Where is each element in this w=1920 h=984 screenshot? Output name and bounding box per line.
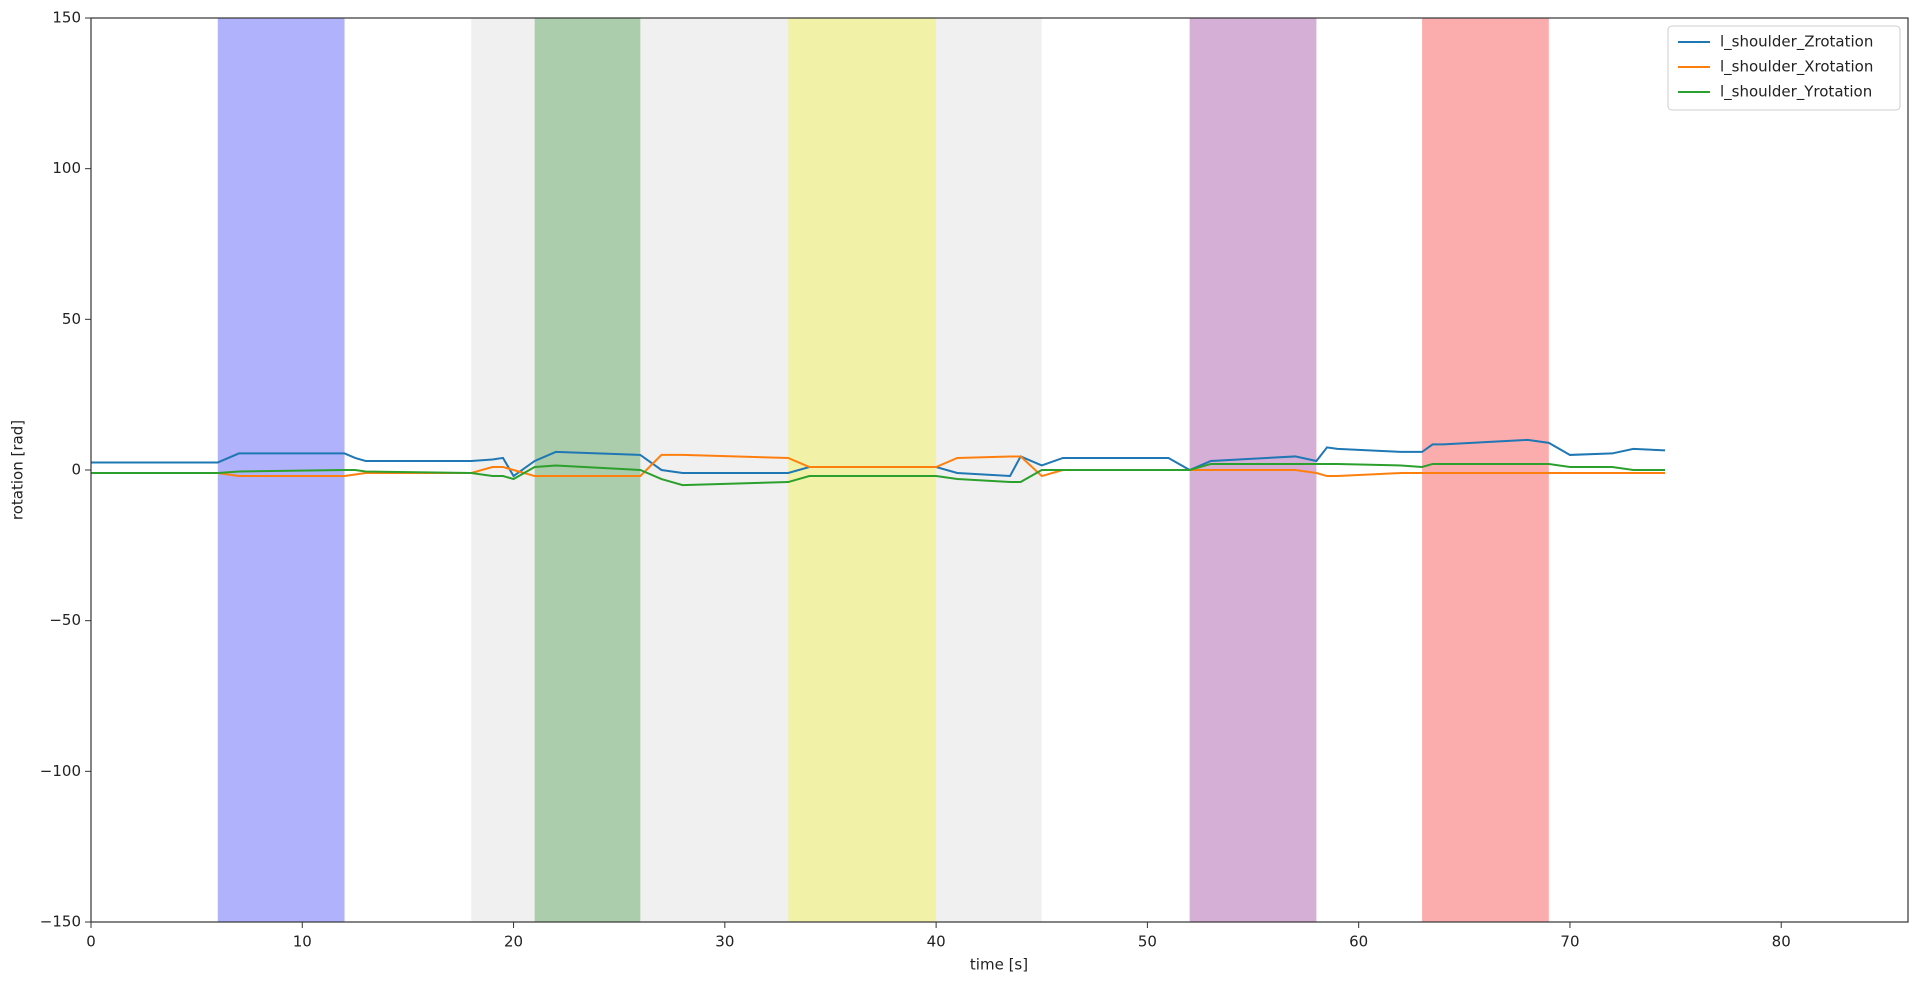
y-tick-label: 50 [62,310,81,328]
x-tick-label: 50 [1138,933,1157,951]
x-tick-label: 80 [1772,933,1791,951]
x-tick-label: 10 [293,933,312,951]
x-tick-label: 20 [504,933,523,951]
x-tick-label: 30 [715,933,734,951]
shaded-span [788,18,937,922]
legend-box [1667,25,1901,111]
y-tick-label: 0 [71,461,81,479]
x-axis-label: time [s] [970,956,1028,974]
x-tick-label: 40 [927,933,946,951]
y-tick-label: −50 [49,611,81,629]
x-tick-label: 0 [86,933,96,951]
legend-label: l_shoulder_Zrotation [1720,33,1873,52]
data-line [91,453,1666,478]
y-tick-label: 100 [52,159,81,177]
data-line [91,462,1666,487]
plot-frame [90,17,1909,923]
x-tick-label: 60 [1349,933,1368,951]
legend-label: l_shoulder_Xrotation [1720,58,1873,77]
y-axis-label: rotation [rad] [9,420,27,520]
legend-label: l_shoulder_Yrotation [1720,83,1872,102]
shaded-span [1422,18,1549,922]
y-tick-label: −150 [40,913,81,931]
data-line [91,438,1666,478]
y-tick-label: 150 [52,9,81,27]
y-tick-label: −100 [40,762,81,780]
x-tick-label: 70 [1560,933,1579,951]
